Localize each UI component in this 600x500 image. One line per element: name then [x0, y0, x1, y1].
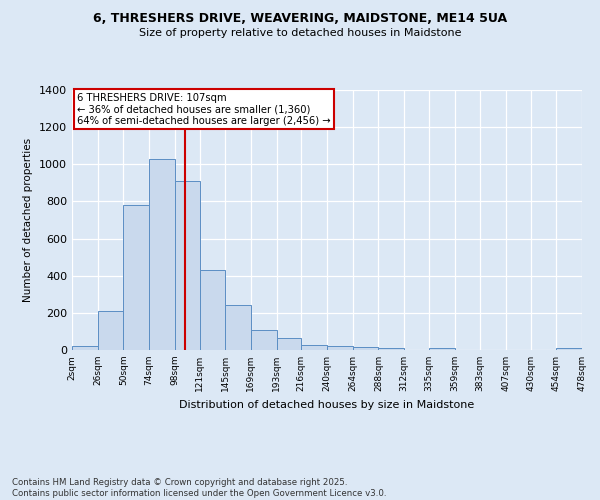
Bar	[199, 270, 225, 350]
X-axis label: Distribution of detached houses by size in Maidstone: Distribution of detached houses by size …	[179, 400, 475, 409]
Text: 6 THRESHERS DRIVE: 107sqm
← 36% of detached houses are smaller (1,360)
64% of se: 6 THRESHERS DRIVE: 107sqm ← 36% of detac…	[77, 92, 331, 126]
Bar	[98, 311, 124, 350]
Bar	[251, 330, 277, 350]
Bar	[429, 348, 455, 350]
Bar	[556, 348, 582, 350]
Bar	[175, 181, 199, 350]
Text: Contains HM Land Registry data © Crown copyright and database right 2025.
Contai: Contains HM Land Registry data © Crown c…	[12, 478, 386, 498]
Y-axis label: Number of detached properties: Number of detached properties	[23, 138, 34, 302]
Bar	[277, 338, 301, 350]
Bar	[72, 346, 98, 350]
Bar	[301, 346, 327, 350]
Bar	[379, 348, 404, 350]
Bar	[353, 347, 379, 350]
Text: 6, THRESHERS DRIVE, WEAVERING, MAIDSTONE, ME14 5UA: 6, THRESHERS DRIVE, WEAVERING, MAIDSTONE…	[93, 12, 507, 26]
Bar	[124, 205, 149, 350]
Bar	[327, 346, 353, 350]
Bar	[149, 158, 175, 350]
Text: Size of property relative to detached houses in Maidstone: Size of property relative to detached ho…	[139, 28, 461, 38]
Bar	[225, 306, 251, 350]
